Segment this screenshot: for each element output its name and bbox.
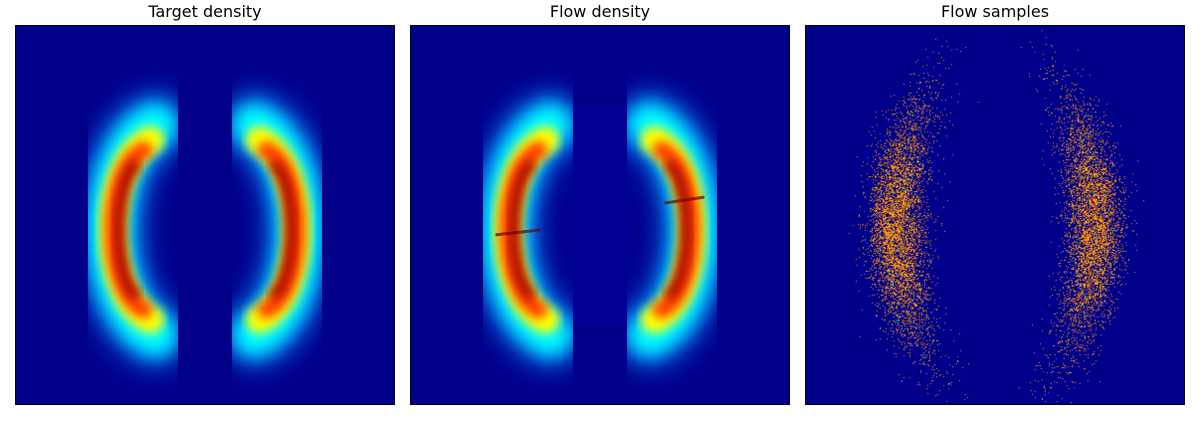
flow-samples-plot: [805, 25, 1185, 405]
target-density-plot: [15, 25, 395, 405]
flow-samples-histogram: [806, 26, 1184, 404]
right-crescent: [619, 95, 725, 365]
panel-title-target-density: Target density: [148, 2, 262, 21]
heatmap-background: [16, 26, 394, 404]
panel-title-flow-samples: Flow samples: [940, 2, 1050, 21]
panel-title-flow-density: Flow density: [549, 2, 651, 21]
flow-density-heatmap: [411, 26, 789, 404]
left-crescent: [475, 95, 581, 365]
flow-density-plot: [410, 25, 790, 405]
right-crescent: [224, 95, 330, 365]
target-density-heatmap: [16, 26, 394, 404]
faint-center-artifact: [565, 105, 635, 325]
heatmap-background: [411, 26, 789, 404]
left-crescent: [80, 95, 186, 365]
